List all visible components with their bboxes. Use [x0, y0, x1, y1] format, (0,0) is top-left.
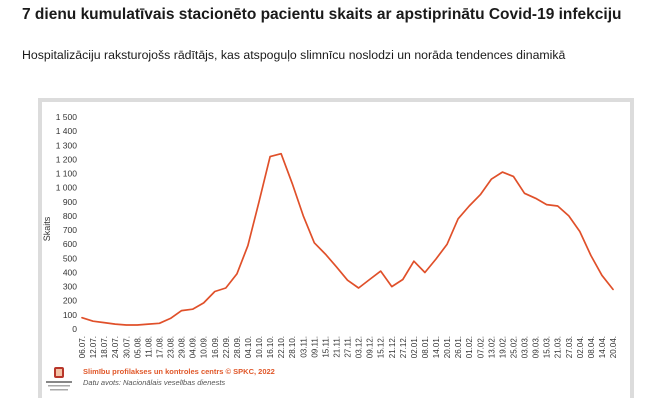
page-title: 7 dienu kumulatīvais stacionēto pacientu… — [22, 6, 622, 23]
x-tick-label: 03.12. — [355, 336, 364, 358]
x-tick-label: 18.07. — [100, 336, 109, 358]
x-tick-label: 17.08. — [155, 336, 164, 358]
x-tick-label: 03.11. — [299, 336, 308, 358]
x-tick-label: 20.01. — [443, 336, 452, 358]
x-tick-label: 05.08. — [133, 336, 142, 358]
y-tick-label: 300 — [63, 282, 77, 292]
spkc-logo — [46, 367, 72, 391]
y-tick-label: 1 500 — [56, 112, 78, 122]
x-tick-label: 25.02. — [509, 336, 518, 358]
x-tick-label: 28.10. — [288, 336, 297, 358]
x-tick-label: 16.09. — [211, 336, 220, 358]
credit-text: Slimību profilakses un kontroles centrs … — [83, 367, 275, 376]
x-tick-label: 20.04. — [609, 336, 618, 358]
x-tick-label: 04.09. — [189, 336, 198, 358]
page-subtitle: Hospitalizāciju raksturojošs rādītājs, k… — [22, 48, 566, 62]
x-tick-label: 23.08. — [167, 336, 176, 358]
x-tick-label: 13.02. — [487, 336, 496, 358]
x-tick-label: 15.03. — [543, 336, 552, 358]
y-tick-label: 100 — [63, 310, 77, 320]
x-tick-label: 01.02. — [465, 336, 474, 358]
x-tick-label: 15.11. — [321, 336, 330, 358]
y-tick-label: 1 300 — [56, 140, 78, 150]
x-tick-label: 16.10. — [266, 336, 275, 358]
x-tick-label: 04.10. — [244, 336, 253, 358]
x-tick-label: 27.12. — [399, 336, 408, 358]
x-tick-label: 08.01. — [421, 336, 430, 358]
chart-frame — [38, 98, 634, 398]
y-tick-label: 1 200 — [56, 154, 78, 164]
x-tick-label: 03.03. — [521, 336, 530, 358]
x-tick-label: 15.12. — [377, 336, 386, 358]
y-tick-label: 600 — [63, 239, 77, 249]
y-tick-label: 800 — [63, 211, 77, 221]
x-tick-label: 10.10. — [255, 336, 264, 358]
x-tick-label: 02.04. — [576, 336, 585, 358]
y-tick-label: 500 — [63, 253, 77, 263]
x-tick-label: 29.08. — [178, 336, 187, 358]
x-tick-label: 22.09. — [222, 336, 231, 358]
x-tick-label: 24.07. — [111, 336, 120, 358]
x-tick-label: 10.09. — [200, 336, 209, 358]
series-line — [81, 152, 614, 326]
x-tick-label: 22.10. — [277, 336, 286, 358]
x-tick-label: 28.09. — [233, 336, 242, 358]
x-tick-label: 07.02. — [476, 336, 485, 358]
x-tick-label: 11.08. — [144, 336, 153, 358]
x-tick-label: 21.11. — [332, 336, 341, 358]
x-tick-label: 21.03. — [554, 336, 563, 358]
y-tick-label: 1 100 — [56, 169, 78, 179]
x-tick-label: 08.04. — [587, 336, 596, 358]
y-tick-label: 1 000 — [56, 183, 78, 193]
y-tick-label: 1 400 — [56, 126, 78, 136]
x-tick-label: 02.01. — [410, 336, 419, 358]
x-tick-label: 12.07. — [89, 336, 98, 358]
y-tick-label: 200 — [63, 296, 77, 306]
y-axis-label: Skaits — [42, 216, 52, 241]
x-tick-label: 27.03. — [565, 336, 574, 358]
x-tick-label: 19.02. — [498, 336, 507, 358]
x-tick-label: 27.11. — [344, 336, 353, 358]
x-tick-label: 06.07. — [78, 336, 87, 358]
x-tick-label: 30.07. — [122, 336, 131, 358]
x-tick-label: 14.04. — [598, 336, 607, 358]
y-tick-label: 0 — [72, 324, 77, 334]
x-tick-label: 26.01. — [454, 336, 463, 358]
y-tick-label: 700 — [63, 225, 77, 235]
y-tick-label: 900 — [63, 197, 77, 207]
y-tick-label: 400 — [63, 267, 77, 277]
source-text: Datu avots: Nacionālais veselības dienes… — [83, 378, 226, 387]
x-tick-label: 14.01. — [432, 336, 441, 358]
x-tick-label: 21.12. — [388, 336, 397, 358]
x-tick-label: 09.11. — [310, 336, 319, 358]
x-tick-label: 09.03. — [532, 336, 541, 358]
x-tick-label: 09.12. — [366, 336, 375, 358]
